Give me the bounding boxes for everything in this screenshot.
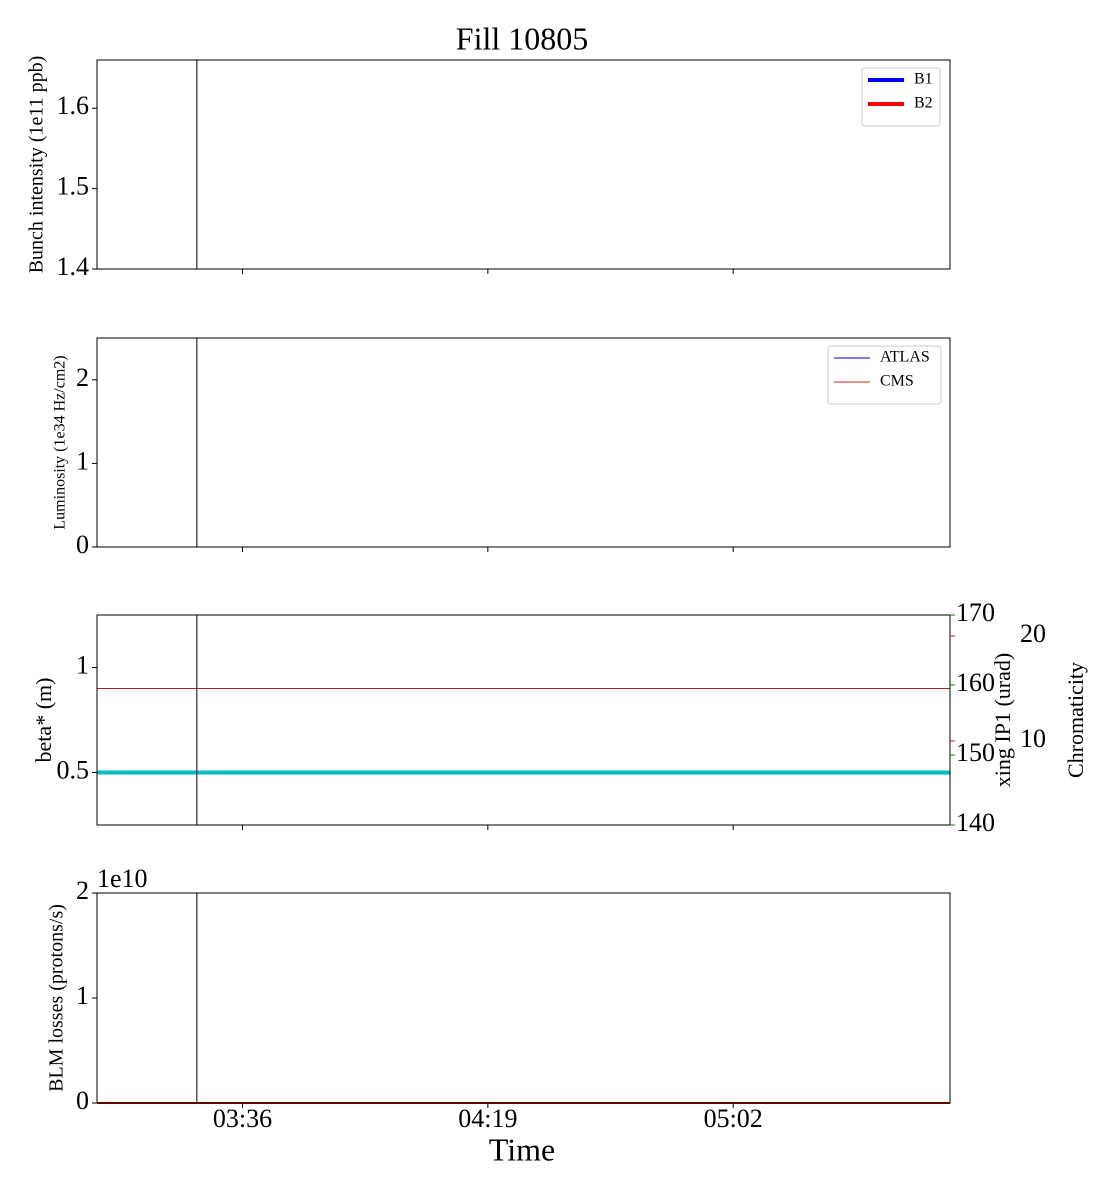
legend-label: B1 xyxy=(914,71,933,88)
y2-tick-label: 140 xyxy=(956,808,995,837)
y2-axis-label: xing IP1 (urad) xyxy=(990,653,1015,787)
y2-tick-label: 160 xyxy=(956,668,995,697)
figure-title: Fill 10805 xyxy=(456,20,588,56)
y-axis-label: beta* (m) xyxy=(31,678,56,763)
legend-label: B2 xyxy=(914,95,933,112)
x-tick-label: 04:19 xyxy=(458,1104,517,1133)
axes-frame xyxy=(96,59,951,270)
y-tick-label: 1 xyxy=(76,446,89,475)
axes-frame xyxy=(96,614,951,826)
y-tick-label: 1 xyxy=(76,981,89,1010)
x-tick-label: 05:02 xyxy=(704,1104,763,1133)
legend-box xyxy=(861,67,941,127)
y2-tick-label: 170 xyxy=(956,598,995,627)
y-tick-label: 2 xyxy=(76,363,89,392)
legend-label: CMS xyxy=(880,373,914,390)
y-axis-label: Bunch intensity (1e11 ppb) xyxy=(26,56,48,274)
y-tick-label: 2 xyxy=(76,876,89,905)
y-tick-label: 1 xyxy=(76,650,89,679)
y-tick-label: 1.6 xyxy=(57,91,90,120)
y3-tick-label: 20 xyxy=(1020,619,1046,648)
y3-tick-label: 10 xyxy=(1020,724,1046,753)
y3-axis-label: Chromaticity xyxy=(1063,662,1088,778)
y-tick-label: 1.4 xyxy=(57,252,90,281)
offset-label: 1e10 xyxy=(97,864,148,893)
y2-tick-label: 150 xyxy=(956,738,995,767)
legend-label: ATLAS xyxy=(880,349,930,366)
y-tick-label: 0.5 xyxy=(57,755,90,784)
x-axis-label: Time xyxy=(489,1131,555,1167)
y-tick-label: 0 xyxy=(76,530,89,559)
y-axis-label: BLM losses (protons/s) xyxy=(46,904,68,1092)
y-tick-label: 0 xyxy=(76,1086,89,1115)
axes-frame xyxy=(96,337,951,548)
y-tick-label: 1.5 xyxy=(57,172,90,201)
x-tick-label: 03:36 xyxy=(213,1104,272,1133)
y-axis-label: Luminosity (1e34 Hz/cm2) xyxy=(52,355,69,529)
legend-box xyxy=(827,345,942,405)
axes-frame xyxy=(96,892,951,1104)
